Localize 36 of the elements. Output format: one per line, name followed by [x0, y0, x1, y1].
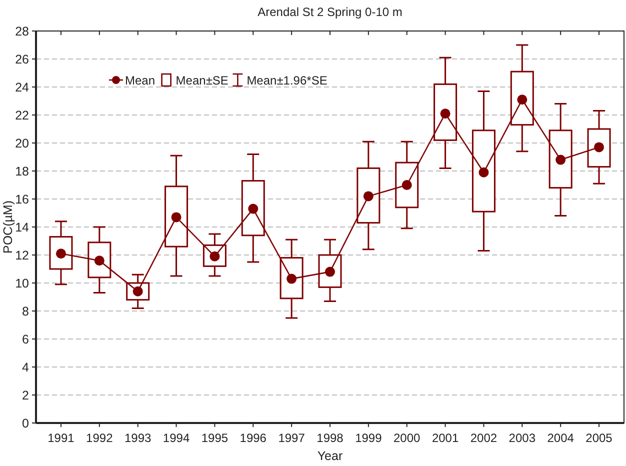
x-tick-label: 1993 [124, 431, 152, 445]
y-tick-label: 8 [22, 304, 30, 318]
x-tick-label: 1999 [355, 431, 382, 445]
y-tick-label: 12 [15, 248, 30, 262]
x-tick-label: 1994 [162, 431, 190, 445]
x-tick-label: 1998 [316, 431, 344, 445]
y-tick-label: 4 [22, 360, 30, 374]
legend-label: Mean±SE [176, 74, 228, 88]
y-tick-label: 16 [15, 192, 30, 206]
x-tick-label: 2005 [586, 431, 613, 445]
y-tick-label: 18 [15, 164, 30, 178]
legend-label: Mean±1.96*SE [246, 74, 328, 88]
chart-title: Arendal St 2 Spring 0-10 m [258, 5, 402, 19]
y-tick-label: 6 [22, 332, 30, 346]
y-tick-label: 24 [15, 80, 30, 94]
y-axis-title: POC(µM) [1, 200, 15, 254]
y-tick-label: 26 [15, 52, 30, 66]
x-tick-label: 1996 [240, 431, 267, 445]
x-tick-label: 1992 [86, 431, 114, 445]
x-tick-label: 1991 [48, 431, 75, 445]
x-tick-label: 2004 [547, 431, 574, 445]
legend-label: Mean [125, 74, 156, 88]
y-tick-label: 14 [15, 220, 30, 234]
x-tick-label: 1997 [278, 431, 306, 445]
y-tick-label: 20 [15, 136, 30, 150]
x-tick-label: 2001 [432, 431, 459, 445]
x-tick-label: 2002 [470, 431, 498, 445]
x-tick-label: 1995 [201, 431, 228, 445]
x-tick-label: 2000 [394, 431, 421, 445]
y-tick-label: 28 [15, 24, 30, 38]
x-tick-label: 2003 [508, 431, 536, 445]
y-tick-label: 22 [15, 108, 30, 122]
y-tick-label: 0 [22, 416, 30, 430]
x-axis-title: Year [317, 449, 343, 463]
y-tick-label: 2 [22, 388, 30, 402]
y-tick-label: 10 [15, 276, 30, 290]
